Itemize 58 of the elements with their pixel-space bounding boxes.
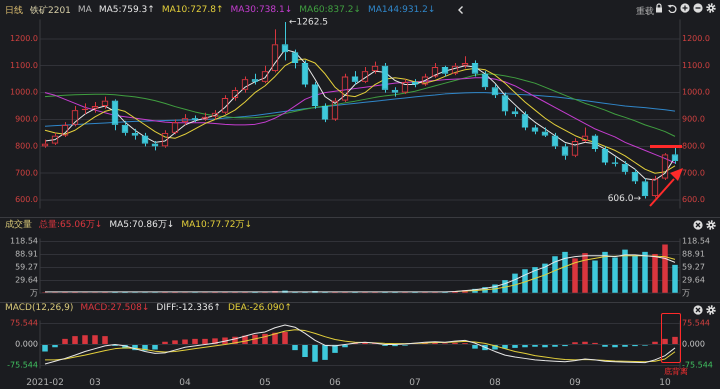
- text: MA30:738.1↓: [230, 5, 292, 15]
- text: MA10:77.72万↓: [181, 218, 252, 230]
- y2-tick-label: 75.544: [682, 318, 710, 328]
- x-tick-label: 03: [89, 378, 101, 388]
- x-tick-label: 10: [659, 378, 671, 388]
- text: MA60:837.2↓: [299, 5, 361, 15]
- legend-title: MA: [78, 5, 92, 15]
- y-tick-label: 29.64: [15, 275, 38, 284]
- y-tick-label: 1000.0: [10, 88, 38, 97]
- chart-subtitle: 铁矿2201: [30, 4, 71, 16]
- x-tick-label: 07: [409, 378, 421, 388]
- annotation: 底背离: [664, 367, 688, 377]
- y2-tick-label: 1000.0: [682, 88, 710, 97]
- y2-tick-label: 900.0: [682, 114, 705, 124]
- series-label: DEA:-26.090↑: [228, 303, 292, 313]
- y-tick-label: 59.27: [15, 262, 38, 272]
- y-tick-label: 万: [30, 288, 38, 298]
- x-tick-label: 05: [259, 378, 271, 388]
- text: 重载: [636, 6, 654, 18]
- y-tick-label: 1200.0: [10, 34, 38, 43]
- y2-tick-label: 29.64: [682, 275, 705, 284]
- legend-title: MACD(12,26,9): [5, 303, 74, 313]
- text: MA5:759.3↑: [98, 5, 155, 15]
- chart-title: 日线: [5, 4, 23, 16]
- y-tick-label: -75.544: [7, 360, 38, 370]
- text: MACD:27.508↓: [80, 303, 150, 313]
- text: MA10:727.8↑: [162, 5, 224, 15]
- y-tick-label: 88.91: [15, 250, 38, 259]
- y2-tick-label: 1100.0: [682, 60, 710, 70]
- annotation: ←1262.5: [289, 17, 328, 28]
- y-tick-label: 118.54: [10, 236, 38, 246]
- y-tick-label: 600.0: [15, 195, 38, 204]
- y2-tick-label: 118.54: [682, 236, 710, 246]
- y2-tick-label: 700.0: [682, 168, 705, 178]
- y2-tick-label: 600.0: [682, 195, 705, 204]
- legend-title: 成交量: [5, 218, 32, 230]
- text: MA5:70.86万↓: [109, 218, 174, 230]
- annotation: 606.0→: [608, 194, 642, 204]
- text: 总量:65.06万↓: [39, 218, 102, 230]
- y-tick-label: 900.0: [15, 114, 38, 124]
- y2-tick-label: 万: [682, 288, 690, 298]
- y-tick-label: 800.0: [15, 141, 38, 150]
- y2-tick-label: 88.91: [682, 250, 705, 259]
- x-tick-label: 04: [179, 378, 191, 388]
- y2-tick-label: 800.0: [682, 141, 705, 150]
- x-tick-label: 08: [489, 378, 501, 388]
- x-tick-label: 09: [569, 378, 581, 388]
- y-tick-label: 700.0: [15, 168, 38, 178]
- y2-tick-label: 1200.0: [682, 34, 710, 43]
- text: MA144:931.2↓: [368, 5, 436, 15]
- y-tick-label: 0.000: [15, 340, 38, 349]
- y-tick-label: 75.544: [10, 318, 38, 328]
- text: DIFF:-12.336↑: [156, 303, 221, 313]
- y2-tick-label: 0.000: [682, 340, 705, 349]
- y2-tick-label: 59.27: [682, 262, 705, 272]
- x-tick-label: 2021-02: [26, 378, 64, 388]
- y-tick-label: 1100.0: [10, 60, 38, 70]
- x-tick-label: 06: [329, 378, 341, 388]
